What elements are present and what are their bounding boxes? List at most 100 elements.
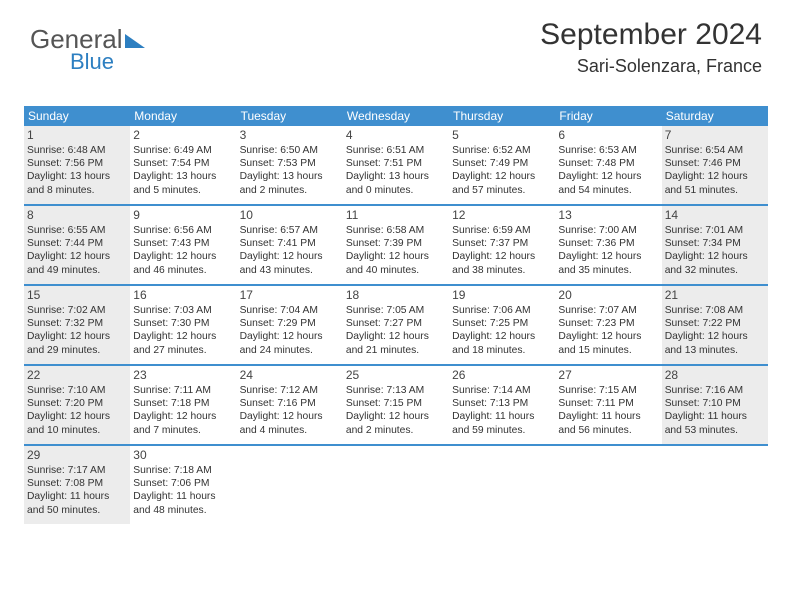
sunrise-text: Sunrise: 7:07 AM [558,304,658,317]
sunrise-text: Sunrise: 6:48 AM [27,144,127,157]
day-number: 28 [665,368,765,384]
col-saturday: Saturday [662,106,768,126]
day-number: 1 [27,128,127,144]
sunrise-text: Sunrise: 6:55 AM [27,224,127,237]
daylight-text: Daylight: 12 hours and 32 minutes. [665,250,765,276]
calendar-day: 4Sunrise: 6:51 AMSunset: 7:51 PMDaylight… [343,126,449,204]
calendar-day: 24Sunrise: 7:12 AMSunset: 7:16 PMDayligh… [237,366,343,444]
daylight-text: Daylight: 12 hours and 40 minutes. [346,250,446,276]
calendar-day-empty [237,446,343,524]
day-info: Sunrise: 6:57 AMSunset: 7:41 PMDaylight:… [240,224,340,277]
location: Sari-Solenzara, France [540,56,762,77]
sunrise-text: Sunrise: 6:53 AM [558,144,658,157]
day-info: Sunrise: 6:53 AMSunset: 7:48 PMDaylight:… [558,144,658,197]
sunset-text: Sunset: 7:13 PM [452,397,552,410]
daylight-text: Daylight: 13 hours and 5 minutes. [133,170,233,196]
day-info: Sunrise: 7:00 AMSunset: 7:36 PMDaylight:… [558,224,658,277]
daylight-text: Daylight: 13 hours and 8 minutes. [27,170,127,196]
sunset-text: Sunset: 7:54 PM [133,157,233,170]
calendar-day-empty [449,446,555,524]
sunrise-text: Sunrise: 6:58 AM [346,224,446,237]
calendar-day: 19Sunrise: 7:06 AMSunset: 7:25 PMDayligh… [449,286,555,364]
daylight-text: Daylight: 12 hours and 15 minutes. [558,330,658,356]
day-number: 25 [346,368,446,384]
day-info: Sunrise: 7:13 AMSunset: 7:15 PMDaylight:… [346,384,446,437]
calendar-day: 10Sunrise: 6:57 AMSunset: 7:41 PMDayligh… [237,206,343,284]
calendar-day: 21Sunrise: 7:08 AMSunset: 7:22 PMDayligh… [662,286,768,364]
sunrise-text: Sunrise: 7:16 AM [665,384,765,397]
calendar-day: 1Sunrise: 6:48 AMSunset: 7:56 PMDaylight… [24,126,130,204]
sunset-text: Sunset: 7:29 PM [240,317,340,330]
day-info: Sunrise: 7:10 AMSunset: 7:20 PMDaylight:… [27,384,127,437]
sunset-text: Sunset: 7:37 PM [452,237,552,250]
sunset-text: Sunset: 7:16 PM [240,397,340,410]
brand-triangle-icon [125,34,145,48]
sunset-text: Sunset: 7:15 PM [346,397,446,410]
sunset-text: Sunset: 7:18 PM [133,397,233,410]
day-number: 22 [27,368,127,384]
sunset-text: Sunset: 7:56 PM [27,157,127,170]
day-info: Sunrise: 6:52 AMSunset: 7:49 PMDaylight:… [452,144,552,197]
sunset-text: Sunset: 7:10 PM [665,397,765,410]
day-number: 13 [558,208,658,224]
daylight-text: Daylight: 12 hours and 43 minutes. [240,250,340,276]
sunset-text: Sunset: 7:08 PM [27,477,127,490]
daylight-text: Daylight: 12 hours and 10 minutes. [27,410,127,436]
daylight-text: Daylight: 12 hours and 24 minutes. [240,330,340,356]
sunrise-text: Sunrise: 7:03 AM [133,304,233,317]
day-number: 27 [558,368,658,384]
sunrise-text: Sunrise: 6:54 AM [665,144,765,157]
brand-logo: General Blue [30,24,145,75]
daylight-text: Daylight: 13 hours and 0 minutes. [346,170,446,196]
day-number: 20 [558,288,658,304]
col-wednesday: Wednesday [343,106,449,126]
day-info: Sunrise: 6:49 AMSunset: 7:54 PMDaylight:… [133,144,233,197]
sunset-text: Sunset: 7:30 PM [133,317,233,330]
sunrise-text: Sunrise: 7:13 AM [346,384,446,397]
day-info: Sunrise: 6:51 AMSunset: 7:51 PMDaylight:… [346,144,446,197]
calendar-day: 26Sunrise: 7:14 AMSunset: 7:13 PMDayligh… [449,366,555,444]
sunset-text: Sunset: 7:43 PM [133,237,233,250]
sunrise-text: Sunrise: 7:15 AM [558,384,658,397]
day-info: Sunrise: 7:03 AMSunset: 7:30 PMDaylight:… [133,304,233,357]
day-number: 17 [240,288,340,304]
col-thursday: Thursday [449,106,555,126]
daylight-text: Daylight: 13 hours and 2 minutes. [240,170,340,196]
daylight-text: Daylight: 11 hours and 59 minutes. [452,410,552,436]
day-number: 2 [133,128,233,144]
daylight-text: Daylight: 12 hours and 35 minutes. [558,250,658,276]
daylight-text: Daylight: 12 hours and 57 minutes. [452,170,552,196]
col-tuesday: Tuesday [237,106,343,126]
sunrise-text: Sunrise: 7:11 AM [133,384,233,397]
sunset-text: Sunset: 7:48 PM [558,157,658,170]
day-number: 30 [133,448,233,464]
calendar-day-empty [555,446,661,524]
sunrise-text: Sunrise: 6:51 AM [346,144,446,157]
day-number: 6 [558,128,658,144]
sunset-text: Sunset: 7:27 PM [346,317,446,330]
calendar: Sunday Monday Tuesday Wednesday Thursday… [24,106,768,524]
calendar-day: 20Sunrise: 7:07 AMSunset: 7:23 PMDayligh… [555,286,661,364]
day-number: 18 [346,288,446,304]
daylight-text: Daylight: 12 hours and 4 minutes. [240,410,340,436]
day-info: Sunrise: 6:48 AMSunset: 7:56 PMDaylight:… [27,144,127,197]
sunset-text: Sunset: 7:44 PM [27,237,127,250]
sunset-text: Sunset: 7:20 PM [27,397,127,410]
day-info: Sunrise: 7:15 AMSunset: 7:11 PMDaylight:… [558,384,658,437]
sunset-text: Sunset: 7:51 PM [346,157,446,170]
daylight-text: Daylight: 12 hours and 18 minutes. [452,330,552,356]
day-info: Sunrise: 6:58 AMSunset: 7:39 PMDaylight:… [346,224,446,277]
daylight-text: Daylight: 12 hours and 13 minutes. [665,330,765,356]
daylight-text: Daylight: 12 hours and 29 minutes. [27,330,127,356]
daylight-text: Daylight: 12 hours and 51 minutes. [665,170,765,196]
day-info: Sunrise: 7:16 AMSunset: 7:10 PMDaylight:… [665,384,765,437]
calendar-day: 28Sunrise: 7:16 AMSunset: 7:10 PMDayligh… [662,366,768,444]
calendar-day: 17Sunrise: 7:04 AMSunset: 7:29 PMDayligh… [237,286,343,364]
sunrise-text: Sunrise: 6:56 AM [133,224,233,237]
daylight-text: Daylight: 11 hours and 53 minutes. [665,410,765,436]
daylight-text: Daylight: 11 hours and 50 minutes. [27,490,127,516]
day-number: 8 [27,208,127,224]
sunrise-text: Sunrise: 7:01 AM [665,224,765,237]
calendar-day: 3Sunrise: 6:50 AMSunset: 7:53 PMDaylight… [237,126,343,204]
sunset-text: Sunset: 7:49 PM [452,157,552,170]
